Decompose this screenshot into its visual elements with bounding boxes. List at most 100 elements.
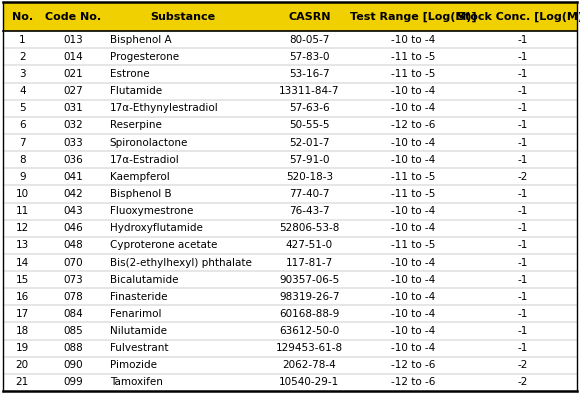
Text: -10 to -4: -10 to -4 <box>391 103 436 113</box>
Text: -10 to -4: -10 to -4 <box>391 326 436 336</box>
Text: 117-81-7: 117-81-7 <box>286 257 333 268</box>
Text: -10 to -4: -10 to -4 <box>391 292 436 302</box>
Text: -12 to -6: -12 to -6 <box>391 360 436 370</box>
Text: -10 to -4: -10 to -4 <box>391 86 436 96</box>
Text: Spironolactone: Spironolactone <box>110 138 188 147</box>
Text: Tamoxifen: Tamoxifen <box>110 377 162 387</box>
Text: 427-51-0: 427-51-0 <box>286 241 333 250</box>
Text: -10 to -4: -10 to -4 <box>391 138 436 147</box>
Text: 12: 12 <box>16 223 29 233</box>
Text: Stock Conc. [Log(M)]: Stock Conc. [Log(M)] <box>457 11 580 22</box>
Text: 15: 15 <box>16 275 29 285</box>
Text: 13311-84-7: 13311-84-7 <box>279 86 340 96</box>
Text: 129453-61-8: 129453-61-8 <box>276 343 343 353</box>
Text: 60168-88-9: 60168-88-9 <box>279 309 339 319</box>
Text: Bisphenol A: Bisphenol A <box>110 35 171 45</box>
Text: 2062-78-4: 2062-78-4 <box>282 360 336 370</box>
Text: 088: 088 <box>63 343 83 353</box>
Text: -1: -1 <box>517 275 528 285</box>
Text: Hydroxyflutamide: Hydroxyflutamide <box>110 223 202 233</box>
Text: -1: -1 <box>517 257 528 268</box>
Text: 099: 099 <box>63 377 83 387</box>
Text: -1: -1 <box>517 86 528 96</box>
Text: 52806-53-8: 52806-53-8 <box>279 223 339 233</box>
Text: 76-43-7: 76-43-7 <box>289 206 329 216</box>
Text: -1: -1 <box>517 343 528 353</box>
Text: 2: 2 <box>19 52 26 62</box>
Text: Finasteride: Finasteride <box>110 292 167 302</box>
Text: 17α-Ethynylestradiol: 17α-Ethynylestradiol <box>110 103 219 113</box>
Text: 10: 10 <box>16 189 29 199</box>
Text: -1: -1 <box>517 35 528 45</box>
Text: -11 to -5: -11 to -5 <box>391 69 436 79</box>
Text: No.: No. <box>12 11 33 22</box>
Text: 17α-Estradiol: 17α-Estradiol <box>110 155 179 165</box>
Text: -10 to -4: -10 to -4 <box>391 35 436 45</box>
Text: Progesterone: Progesterone <box>110 52 179 62</box>
Text: Code No.: Code No. <box>45 11 102 22</box>
Text: 77-40-7: 77-40-7 <box>289 189 329 199</box>
Text: Bis(2-ethylhexyl) phthalate: Bis(2-ethylhexyl) phthalate <box>110 257 252 268</box>
Text: -1: -1 <box>517 326 528 336</box>
Text: -11 to -5: -11 to -5 <box>391 189 436 199</box>
Text: -10 to -4: -10 to -4 <box>391 206 436 216</box>
Text: 20: 20 <box>16 360 29 370</box>
Text: 013: 013 <box>63 35 83 45</box>
Text: -10 to -4: -10 to -4 <box>391 223 436 233</box>
Text: 073: 073 <box>63 275 83 285</box>
Text: -11 to -5: -11 to -5 <box>391 241 436 250</box>
Text: 11: 11 <box>16 206 29 216</box>
Text: -11 to -5: -11 to -5 <box>391 172 436 182</box>
Text: 21: 21 <box>16 377 29 387</box>
Text: 085: 085 <box>63 326 83 336</box>
Text: -1: -1 <box>517 69 528 79</box>
Text: -10 to -4: -10 to -4 <box>391 343 436 353</box>
Text: 078: 078 <box>63 292 83 302</box>
Text: Flutamide: Flutamide <box>110 86 162 96</box>
Text: 041: 041 <box>63 172 83 182</box>
Text: 4: 4 <box>19 86 26 96</box>
Text: 19: 19 <box>16 343 29 353</box>
Text: -1: -1 <box>517 223 528 233</box>
Text: -10 to -4: -10 to -4 <box>391 155 436 165</box>
Text: 52-01-7: 52-01-7 <box>289 138 329 147</box>
Text: 14: 14 <box>16 257 29 268</box>
Text: -1: -1 <box>517 292 528 302</box>
Text: 90357-06-5: 90357-06-5 <box>279 275 339 285</box>
Text: -1: -1 <box>517 189 528 199</box>
Text: 036: 036 <box>63 155 83 165</box>
Text: 7: 7 <box>19 138 26 147</box>
Text: Estrone: Estrone <box>110 69 149 79</box>
Text: 53-16-7: 53-16-7 <box>289 69 329 79</box>
Text: Fulvestrant: Fulvestrant <box>110 343 168 353</box>
Text: -11 to -5: -11 to -5 <box>391 52 436 62</box>
Text: 18: 18 <box>16 326 29 336</box>
Text: -1: -1 <box>517 155 528 165</box>
Text: 084: 084 <box>63 309 83 319</box>
Text: 032: 032 <box>63 120 83 130</box>
Text: Bisphenol B: Bisphenol B <box>110 189 171 199</box>
Text: Cyproterone acetate: Cyproterone acetate <box>110 241 217 250</box>
Text: Fluoxymestrone: Fluoxymestrone <box>110 206 193 216</box>
Text: 042: 042 <box>63 189 83 199</box>
Text: 027: 027 <box>63 86 83 96</box>
Text: -1: -1 <box>517 120 528 130</box>
Text: 13: 13 <box>16 241 29 250</box>
Text: 16: 16 <box>16 292 29 302</box>
Text: -10 to -4: -10 to -4 <box>391 275 436 285</box>
Text: -10 to -4: -10 to -4 <box>391 309 436 319</box>
Text: -1: -1 <box>517 103 528 113</box>
Text: -2: -2 <box>517 377 528 387</box>
Text: -1: -1 <box>517 138 528 147</box>
Text: 5: 5 <box>19 103 26 113</box>
Text: 50-55-5: 50-55-5 <box>289 120 329 130</box>
Text: 520-18-3: 520-18-3 <box>286 172 333 182</box>
Text: 80-05-7: 80-05-7 <box>289 35 329 45</box>
Text: -12 to -6: -12 to -6 <box>391 120 436 130</box>
Text: 57-83-0: 57-83-0 <box>289 52 329 62</box>
Text: 031: 031 <box>63 103 83 113</box>
Text: Reserpine: Reserpine <box>110 120 161 130</box>
Text: 048: 048 <box>63 241 83 250</box>
Text: 17: 17 <box>16 309 29 319</box>
Text: 63612-50-0: 63612-50-0 <box>279 326 339 336</box>
